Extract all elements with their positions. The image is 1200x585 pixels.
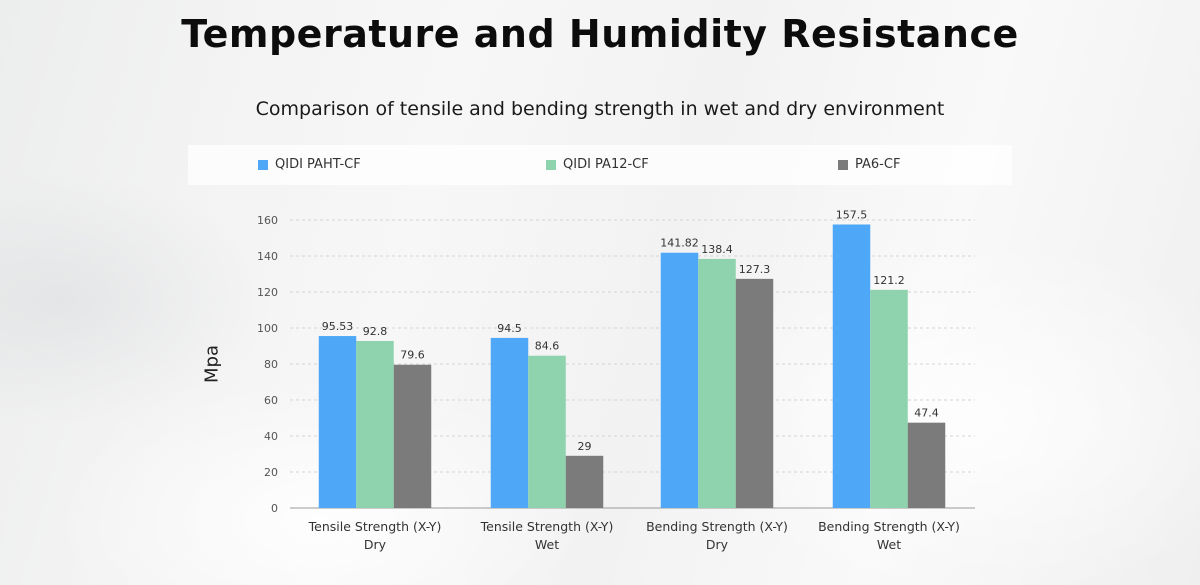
data-label-qidi-pa12-cf-2: 138.4 [701,243,733,256]
bar-pa6-cf-2 [735,278,774,508]
data-label-pa6-cf-3: 47.4 [914,407,939,420]
data-label-qidi-pa12-cf-3: 121.2 [873,274,905,287]
bar-qidi-pa12-cf-2 [698,258,736,508]
y-tick-label-40: 40 [264,430,278,443]
y-tick-label-0: 0 [271,502,278,515]
bar-qidi-pa12-cf-0 [356,340,394,508]
bar-qidi-paht-cf-3 [832,224,871,508]
y-tick-label-80: 80 [264,358,278,371]
bar-qidi-paht-cf-0 [318,336,357,508]
data-label-qidi-paht-cf-0: 95.53 [322,320,354,333]
legend-item-paht-cf: QIDI PAHT-CF [258,157,361,172]
x-tick-label-0-1: Dry [364,537,387,552]
legend-label-pa6-cf: PA6-CF [855,157,901,172]
x-tick-label-2-1: Dry [706,537,729,552]
bar-qidi-pa12-cf-1 [528,355,566,508]
bar-pa6-cf-0 [393,364,432,508]
legend-label-paht-cf: QIDI PAHT-CF [275,157,361,172]
y-tick-label-140: 140 [257,250,278,263]
legend-swatch-paht-cf [258,159,268,170]
data-label-qidi-pa12-cf-1: 84.6 [535,340,560,353]
x-tick-label-1-0: Tensile Strength (X-Y) [480,519,614,534]
y-tick-label-100: 100 [257,322,278,335]
x-tick-label-3-1: Wet [877,537,901,552]
legend-item-pa6-cf: PA6-CF [838,157,900,172]
bar-qidi-paht-cf-1 [490,337,529,508]
bar-pa6-cf-3 [907,422,946,508]
x-tick-label-1-1: Wet [535,537,559,552]
data-label-qidi-paht-cf-1: 94.5 [497,322,522,335]
legend-band [188,145,1012,185]
legend-item-pa12-cf: QIDI PA12-CF [546,157,649,172]
data-label-qidi-paht-cf-3: 157.5 [836,209,868,222]
bar-qidi-paht-cf-2 [660,252,699,508]
bar-qidi-pa12-cf-3 [870,289,908,508]
y-tick-label-120: 120 [257,286,278,299]
chart-subtitle: Comparison of tensile and bending streng… [255,98,945,120]
x-tick-label-3-0: Bending Strength (X-Y) [818,519,960,534]
legend-swatch-pa6-cf [838,159,848,170]
legend-label-pa12-cf: QIDI PA12-CF [563,157,649,172]
x-tick-label-2-0: Bending Strength (X-Y) [646,519,788,534]
page-title: Temperature and Humidity Resistance [181,12,1019,56]
y-tick-label-160: 160 [257,214,278,227]
x-tick-label-0-0: Tensile Strength (X-Y) [308,519,442,534]
data-label-pa6-cf-0: 79.6 [400,349,425,362]
data-label-pa6-cf-2: 127.3 [739,263,771,276]
data-label-pa6-cf-1: 29 [578,440,592,453]
legend-swatch-pa12-cf [546,159,556,170]
y-tick-label-60: 60 [264,394,278,407]
data-label-qidi-pa12-cf-0: 92.8 [363,325,388,338]
bar-pa6-cf-1 [565,455,604,508]
data-label-qidi-paht-cf-2: 141.82 [660,237,699,250]
y-tick-label-20: 20 [264,466,278,479]
